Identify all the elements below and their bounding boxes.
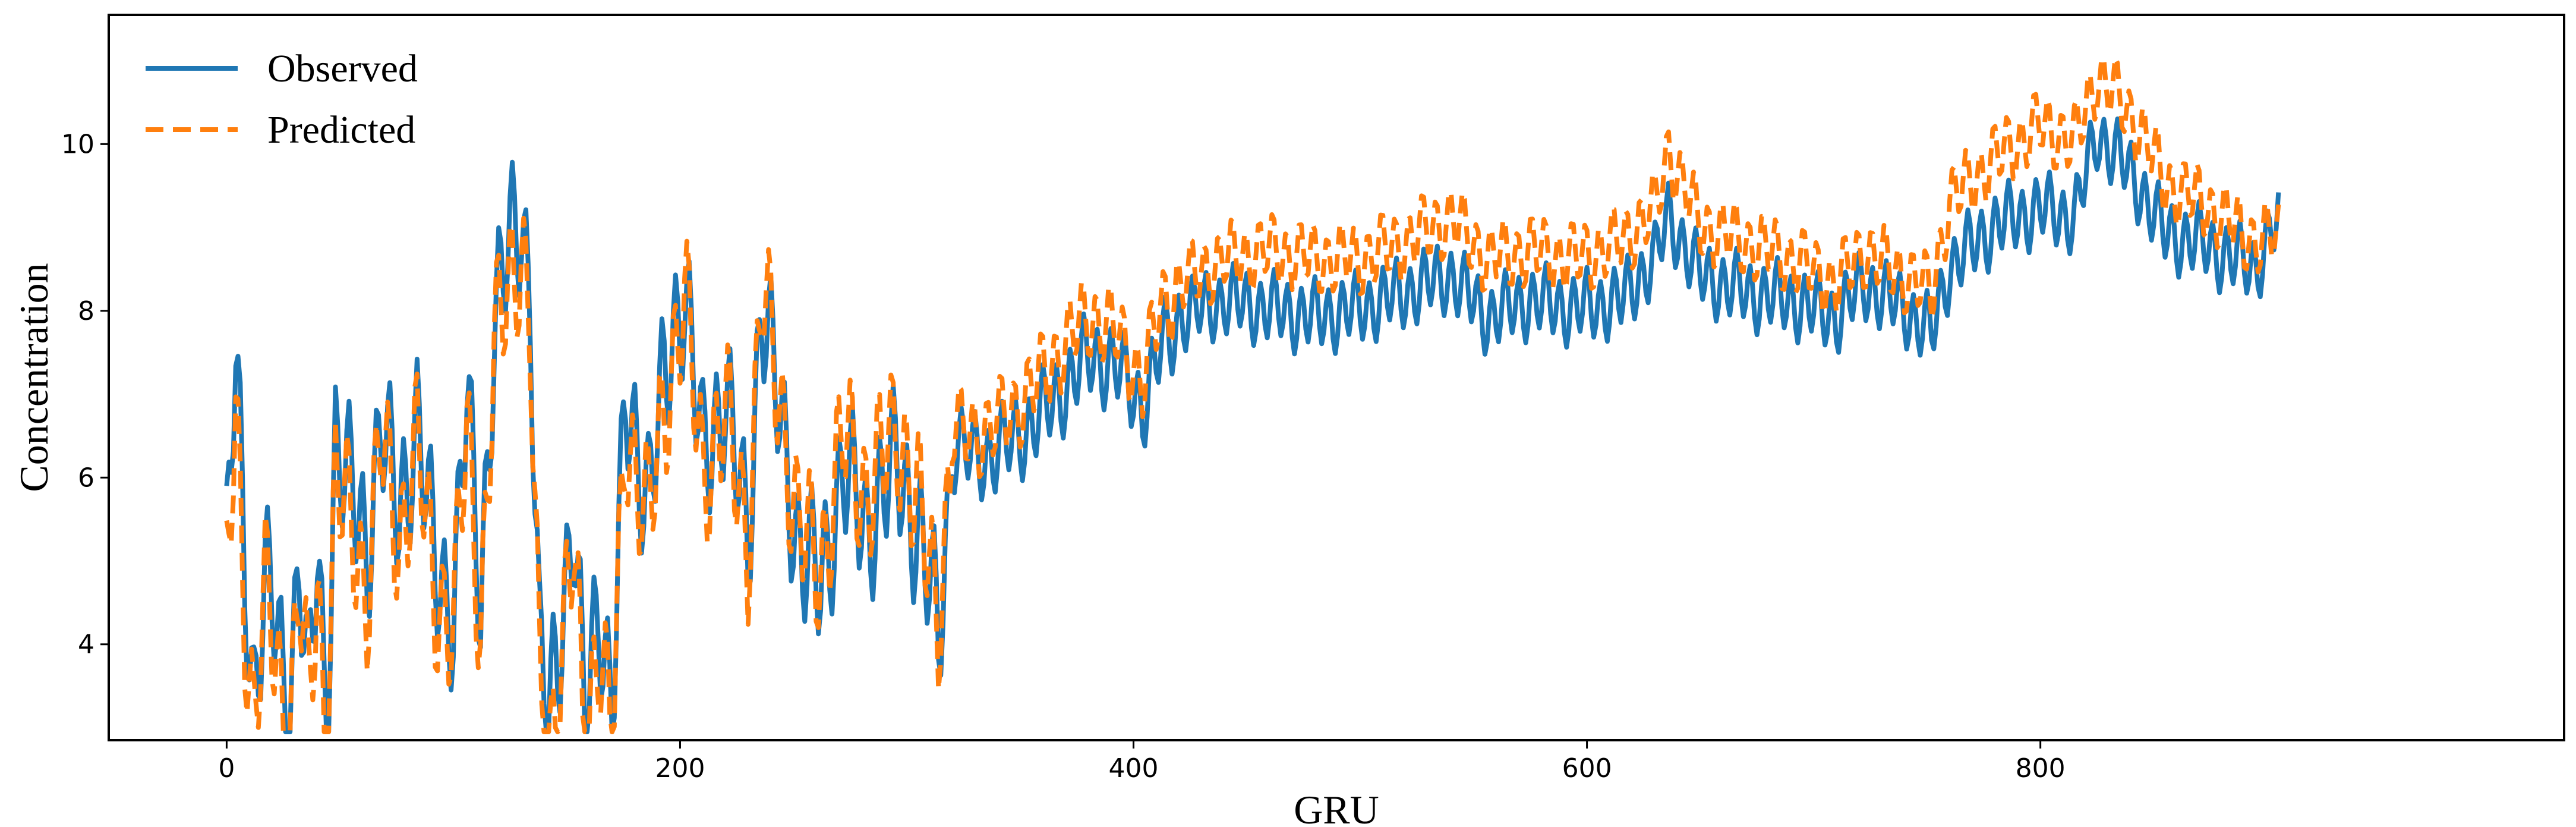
y-tick-label: 8 (78, 296, 94, 326)
x-tick-label: 0 (218, 753, 235, 784)
x-tick-label: 200 (655, 753, 705, 784)
x-axis-ticks: 0 200 400 600 800 (218, 740, 2066, 784)
series-line-predicted (224, 55, 2281, 734)
x-tick-label: 800 (2016, 753, 2066, 784)
y-tick-label: 4 (78, 630, 94, 660)
legend-label-predicted: Predicted (267, 108, 415, 152)
x-axis-label: GRU (1294, 787, 1379, 827)
plot-frame (108, 14, 2565, 741)
y-axis-label: Concentration (11, 263, 56, 492)
y-tick-label: 6 (78, 463, 94, 493)
y-tick-label: 10 (61, 129, 94, 159)
y-axis-ticks: 4 6 8 10 (61, 129, 109, 660)
series-line-observed (224, 116, 2281, 734)
series-lines (224, 55, 2281, 734)
legend: Observed Predicted (146, 47, 418, 152)
x-tick-label: 400 (1109, 753, 1159, 784)
x-tick-label: 600 (1562, 753, 1612, 784)
legend-label-observed: Observed (267, 47, 418, 90)
